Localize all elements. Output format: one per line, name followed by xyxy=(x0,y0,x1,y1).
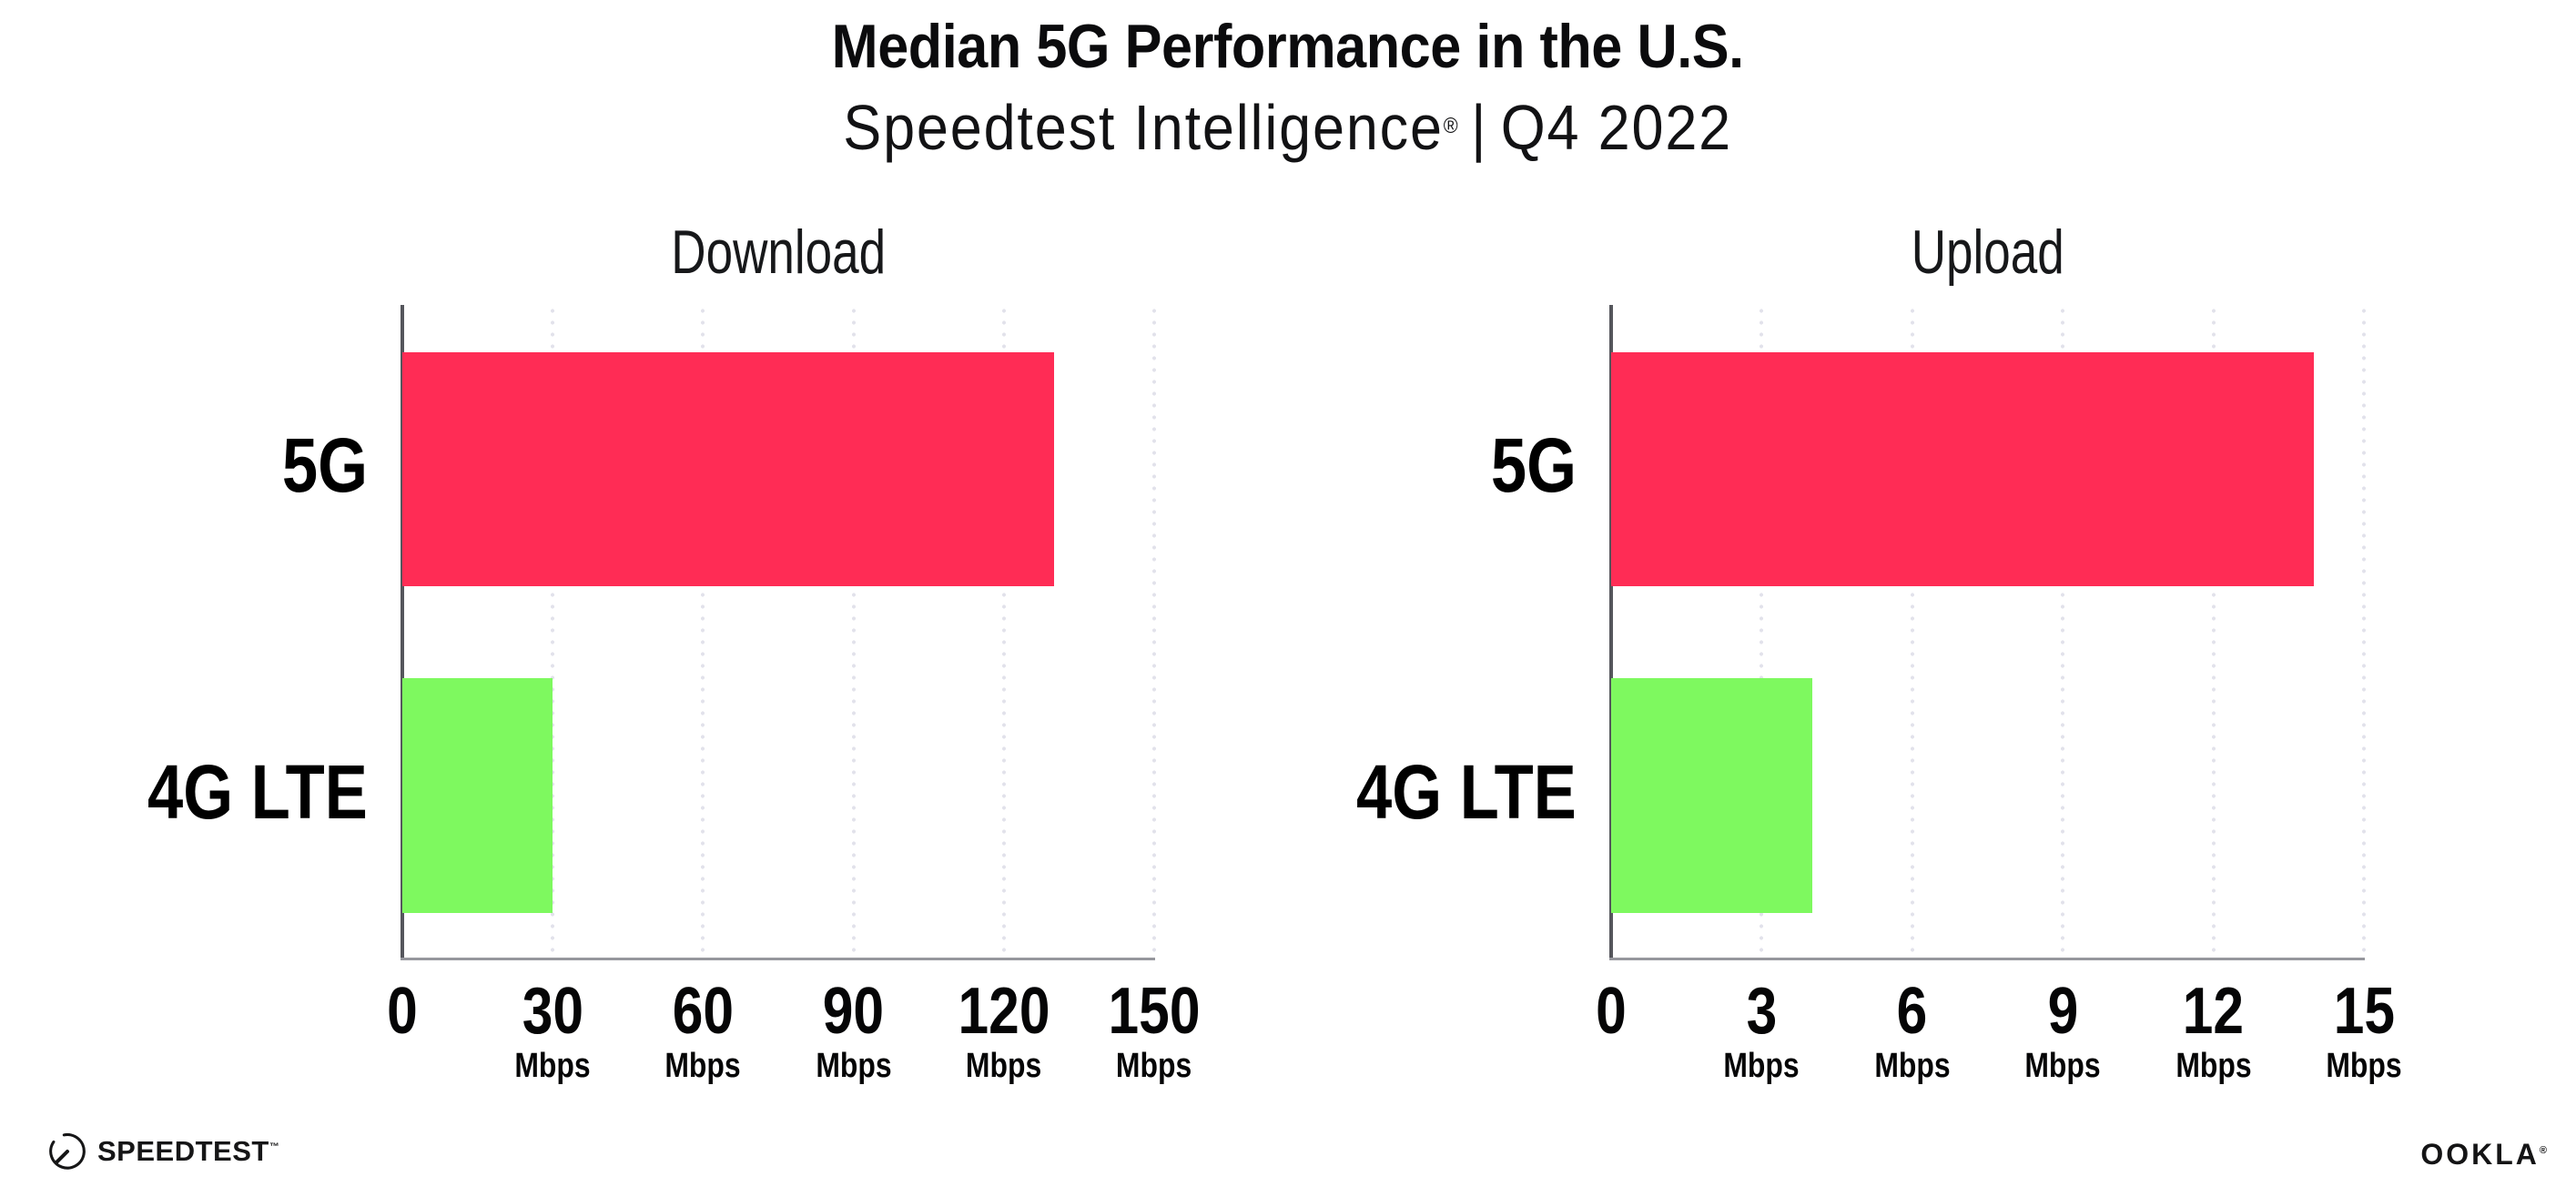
x-tick-value: 15 xyxy=(2333,975,2395,1048)
upload-x-axis-line xyxy=(1609,958,2365,960)
gridline-120-mbps xyxy=(1001,305,1006,959)
x-tick-value: 120 xyxy=(958,975,1050,1048)
category-label-4g-lte-text: 4G LTE xyxy=(1356,749,1577,835)
registered-mark: ® xyxy=(1444,114,1459,138)
subtitle-brand: Speedtest Intelligence xyxy=(843,92,1445,163)
bar-5g-upload xyxy=(1611,352,2314,586)
ookla-wordmark-text: OOKLA xyxy=(2420,1138,2540,1171)
category-label-4g-lte-text: 4G LTE xyxy=(147,749,368,835)
x-tick-unit: Mbps xyxy=(514,1047,591,1085)
x-tick-value: 30 xyxy=(522,975,583,1048)
page-subtitle: Speedtest Intelligence® | Q4 2022 xyxy=(0,91,2576,164)
bar-4g-lte-upload xyxy=(1611,678,1812,913)
x-tick-unit: Mbps xyxy=(1723,1047,1800,1085)
x-tick-value: 9 xyxy=(2047,975,2078,1048)
x-tick-0: 0 xyxy=(384,979,421,1044)
x-tick-value: 12 xyxy=(2182,975,2245,1048)
x-tick-unit: Mbps xyxy=(966,1047,1042,1085)
gridline-15-mbps xyxy=(2362,305,2366,959)
upload-plot-area xyxy=(1609,305,2366,960)
page-title-text: Median 5G Performance in the U.S. xyxy=(831,12,1745,81)
x-tick-15: 15 Mbps xyxy=(2318,979,2409,1084)
gridline-30-mbps xyxy=(551,305,555,959)
upload-chart-title: Upload xyxy=(1611,217,2364,288)
x-tick-90: 90 Mbps xyxy=(808,979,898,1084)
upload-x-axis-ticks: 0 3 Mbps 6 Mbps 9 Mbps 12 Mbps 15 Mbps xyxy=(1596,979,2401,1097)
speedtest-wordmark-text: SPEEDTEST xyxy=(97,1135,269,1167)
ookla-registered-mark: ® xyxy=(2539,1145,2547,1156)
speedtest-logo: SPEEDTEST™ xyxy=(47,1131,279,1172)
x-tick-12: 12 Mbps xyxy=(2168,979,2258,1084)
download-chart-title-text: Download xyxy=(671,218,886,287)
upload-chart-title-text: Upload xyxy=(1911,218,2064,287)
category-label-5g: 5G xyxy=(1303,427,1577,503)
ookla-logo: OOKLA® xyxy=(2420,1138,2547,1172)
gridline-9-mbps xyxy=(2061,305,2065,959)
category-label-5g: 5G xyxy=(95,427,368,503)
bar-4g-lte-download xyxy=(402,678,553,913)
x-tick-unit: Mbps xyxy=(664,1047,742,1085)
gridline-90-mbps xyxy=(851,305,856,959)
x-tick-unit: Mbps xyxy=(1116,1047,1192,1085)
category-label-4g-lte: 4G LTE xyxy=(1303,754,1577,830)
x-tick-unit: Mbps xyxy=(2175,1047,2252,1085)
x-tick-value: 6 xyxy=(1896,975,1928,1048)
x-tick-value: 150 xyxy=(1108,975,1201,1048)
x-tick-6: 6 Mbps xyxy=(1867,979,1957,1084)
x-tick-9: 9 Mbps xyxy=(2018,979,2108,1084)
x-tick-value: 90 xyxy=(822,975,885,1048)
gridline-6-mbps xyxy=(1910,305,1914,959)
x-tick-120: 120 Mbps xyxy=(949,979,1059,1084)
x-tick-value: 0 xyxy=(387,975,418,1048)
gridline-60-mbps xyxy=(701,305,705,959)
trademark-mark: ™ xyxy=(269,1141,280,1152)
speedtest-wordmark: SPEEDTEST™ xyxy=(97,1135,279,1168)
x-tick-value: 0 xyxy=(1596,975,1627,1048)
bar-5g-download xyxy=(402,352,1054,586)
upload-y-axis-line xyxy=(1609,305,1613,960)
x-tick-value: 60 xyxy=(672,975,735,1048)
category-label-5g-text: 5G xyxy=(1490,422,1577,508)
gridline-12-mbps xyxy=(2211,305,2216,959)
download-y-axis-line xyxy=(401,305,404,960)
x-tick-30: 30 Mbps xyxy=(508,979,598,1084)
download-x-axis-line xyxy=(401,958,1155,960)
x-tick-0: 0 xyxy=(1593,979,1629,1044)
x-tick-unit: Mbps xyxy=(815,1047,892,1085)
x-tick-unit: Mbps xyxy=(2326,1047,2402,1085)
x-tick-unit: Mbps xyxy=(2024,1047,2101,1085)
download-x-axis-ticks: 0 30 Mbps 60 Mbps 90 Mbps 120 Mbps 150 Mbps xyxy=(387,979,1200,1097)
category-label-4g-lte: 4G LTE xyxy=(95,754,368,830)
x-tick-3: 3 Mbps xyxy=(1717,979,1807,1084)
x-tick-150: 150 Mbps xyxy=(1100,979,1209,1084)
subtitle-separator: | xyxy=(1471,92,1488,163)
category-label-5g-text: 5G xyxy=(281,422,368,508)
x-tick-value: 3 xyxy=(1746,975,1778,1048)
subtitle-period: Q4 2022 xyxy=(1501,92,1733,163)
page-subtitle-text: Speedtest Intelligence® | Q4 2022 xyxy=(844,91,1733,164)
speedtest-gauge-icon xyxy=(49,1132,86,1170)
gridline-3-mbps xyxy=(1760,305,1764,959)
page-title: Median 5G Performance in the U.S. xyxy=(0,11,2576,82)
gridline-150-mbps xyxy=(1152,305,1156,959)
download-chart-title: Download xyxy=(402,217,1154,288)
x-tick-unit: Mbps xyxy=(1874,1047,1951,1085)
download-plot-area xyxy=(401,305,1156,960)
x-tick-60: 60 Mbps xyxy=(658,979,748,1084)
